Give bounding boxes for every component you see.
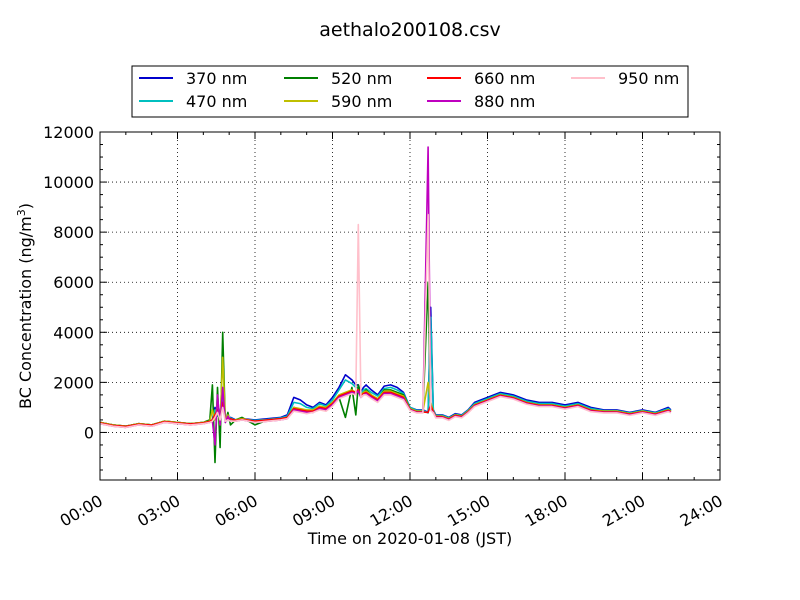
- y-tick-label: 12000: [43, 123, 94, 142]
- legend-frame: [131, 65, 689, 118]
- legend-label: 950 nm: [618, 69, 679, 88]
- legend-label: 590 nm: [331, 92, 392, 111]
- y-tick-label: 4000: [53, 323, 94, 342]
- chart-title: aethalo200108.csv: [319, 19, 501, 41]
- x-tick-label: 03:00: [134, 491, 183, 531]
- y-tick-label: 2000: [53, 373, 94, 392]
- x-axis-label: Time on 2020-01-08 (JST): [307, 529, 512, 548]
- y-axis-label-main: BC Concentration (ng/m: [16, 216, 35, 409]
- legend-label: 470 nm: [186, 92, 247, 111]
- legend: 370 nm 470 nm 520 nm 590 nm 660 nm 880 nm 950 …: [131, 65, 689, 118]
- x-tick-label: 18:00: [522, 491, 571, 531]
- x-tick-label: 00:00: [57, 491, 106, 531]
- y-tick-label: 6000: [53, 273, 94, 292]
- x-tick-label: 09:00: [289, 491, 338, 531]
- y-axis-label: BC Concentration (ng/m3): [15, 203, 36, 409]
- y-tick-label: 10000: [43, 173, 94, 192]
- y-axis-label-close: ): [16, 203, 35, 209]
- x-tick-label: 21:00: [599, 491, 648, 531]
- y-axis-label-sup: 3: [15, 209, 28, 216]
- legend-label: 520 nm: [331, 69, 392, 88]
- x-tick-label: 15:00: [444, 491, 493, 531]
- series-layer: [99, 146, 672, 464]
- x-tick-label: 06:00: [212, 491, 261, 531]
- legend-label: 660 nm: [474, 69, 535, 88]
- plot-frame: [99, 131, 721, 481]
- x-tick-label: 12:00: [367, 491, 416, 531]
- y-tick-label: 8000: [53, 223, 94, 242]
- x-tick-label: 24:00: [677, 491, 726, 531]
- series-line-950-nm: [99, 213, 672, 429]
- legend-label: 370 nm: [186, 69, 247, 88]
- legend-label: 880 nm: [474, 92, 535, 111]
- y-tick-label: 0: [84, 423, 94, 442]
